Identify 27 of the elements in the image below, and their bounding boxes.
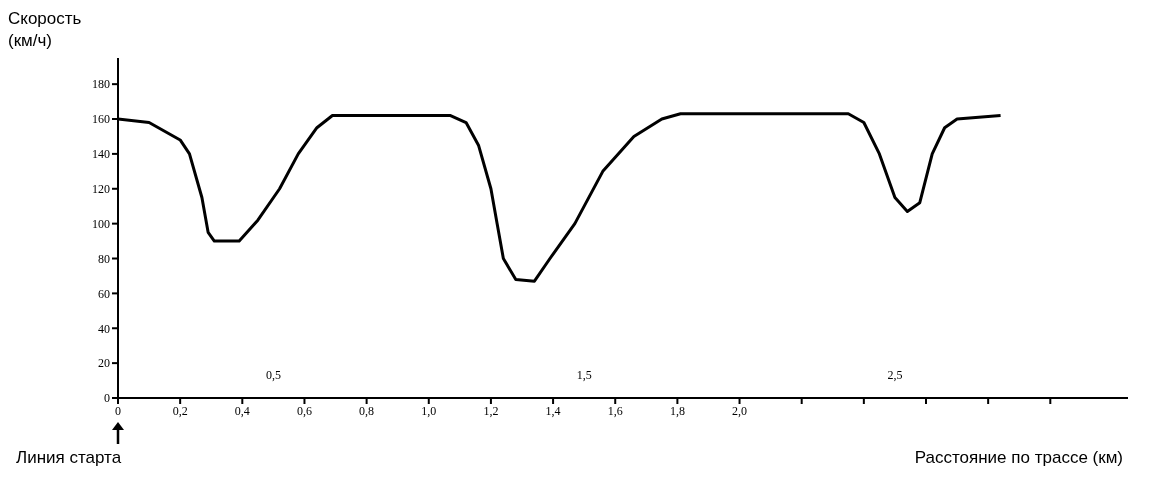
x-tick-label: 0,6: [296, 403, 312, 418]
x-tick-label: 1,0: [421, 403, 437, 418]
x-tick-label: 1,2: [483, 403, 499, 418]
x2-tick-label: 2,5: [886, 368, 904, 383]
x-tick-label: 2,0: [732, 403, 748, 418]
y-axis-title: Скорость (км/ч): [8, 8, 83, 52]
y-tick-label: 160: [92, 112, 110, 127]
x-tick-label: 1,4: [545, 403, 561, 418]
x-tick-label: 0: [115, 403, 121, 418]
x-tick-label: 1,8: [669, 403, 685, 418]
x-tick-label: 0,4: [234, 403, 250, 418]
x-axis-title: Расстояние по трассе (км): [914, 448, 1123, 468]
y-tick-label: 60: [98, 286, 110, 301]
x-tick-label: 1,6: [607, 403, 623, 418]
y-tick-label: 80: [98, 251, 110, 266]
y-tick-label: 120: [92, 182, 110, 197]
x-tick-label: 0,2: [172, 403, 188, 418]
text: Линия старта: [16, 448, 122, 468]
y-tick-label: 20: [98, 356, 110, 371]
y-tick-label: 40: [98, 321, 110, 336]
y-tick-label: 100: [92, 216, 110, 231]
x2-tick-label: 1,5: [575, 368, 593, 383]
y-tick-label: 0: [104, 391, 110, 406]
x-tick-label: 0,8: [359, 403, 375, 418]
y-tick-label: 140: [92, 147, 110, 162]
x2-tick-label: 0,5: [264, 368, 282, 383]
y-tick-label: 180: [92, 77, 110, 92]
